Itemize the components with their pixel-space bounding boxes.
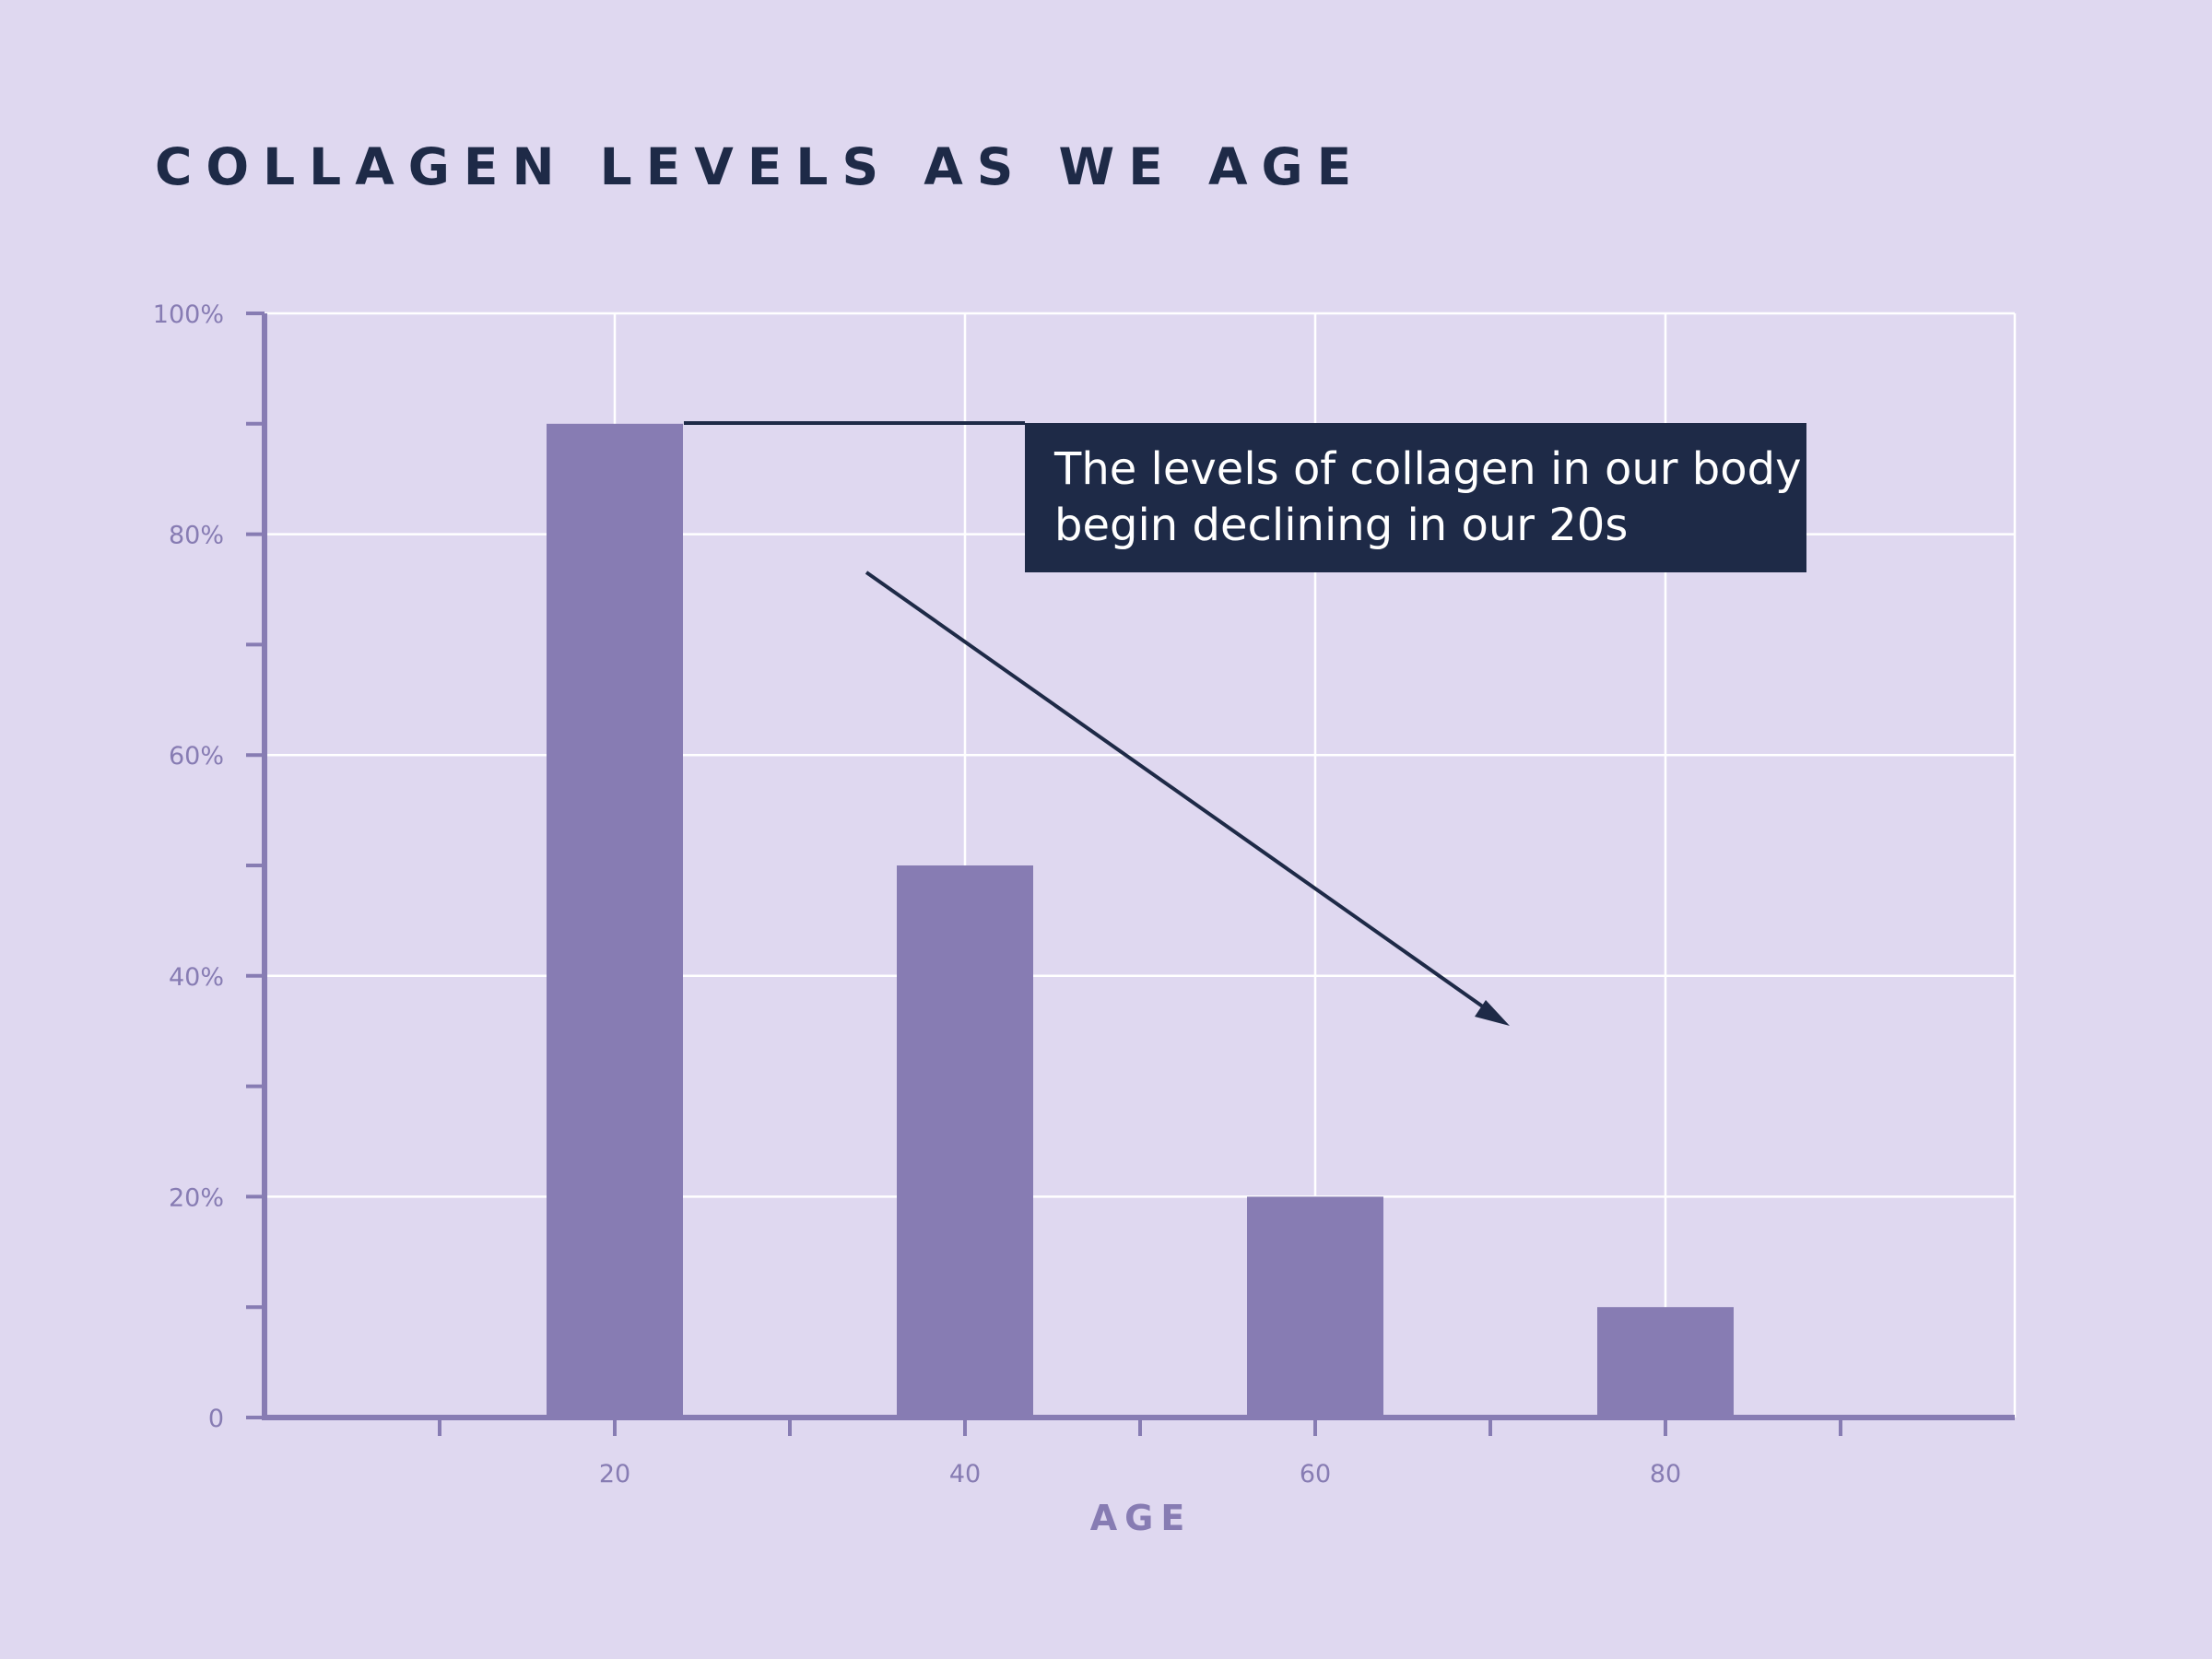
y-tick-label-100: 100% <box>153 300 224 329</box>
bar-age-80 <box>1597 1307 1734 1418</box>
annotation: The levels of collagen in our body begin… <box>684 421 1806 1026</box>
x-tick-label-40: 40 <box>949 1460 981 1488</box>
tick-labels: 0 20% 40% 60% 80% 100% 20 40 60 80 <box>153 300 1681 1488</box>
y-tick-label-20: 20% <box>169 1183 224 1212</box>
annotation-line-1: The levels of collagen in our body <box>1053 443 1802 495</box>
bar-age-60 <box>1247 1196 1383 1418</box>
chart-title: COLLAGEN LEVELS AS WE AGE <box>155 137 1365 196</box>
y-tick-label-60: 60% <box>169 742 224 771</box>
y-tick-label-80: 80% <box>169 522 224 550</box>
x-tick-label-60: 60 <box>1300 1460 1331 1488</box>
trend-arrow-head <box>1475 1000 1510 1026</box>
y-tick-label-40: 40% <box>169 963 224 992</box>
annotation-line-2: begin declining in our 20s <box>1054 500 1628 551</box>
y-tick-label-0: 0 <box>208 1405 224 1433</box>
bars <box>547 423 1734 1418</box>
x-tick-label-80: 80 <box>1650 1460 1681 1488</box>
x-tick-label-20: 20 <box>599 1460 630 1488</box>
axes <box>246 312 2015 1436</box>
bar-age-40 <box>897 865 1033 1418</box>
trend-arrow-shaft <box>865 571 1495 1016</box>
annotation-box <box>1025 423 1806 572</box>
x-axis-title: AGE <box>1090 1498 1193 1538</box>
bar-age-20 <box>547 423 683 1418</box>
